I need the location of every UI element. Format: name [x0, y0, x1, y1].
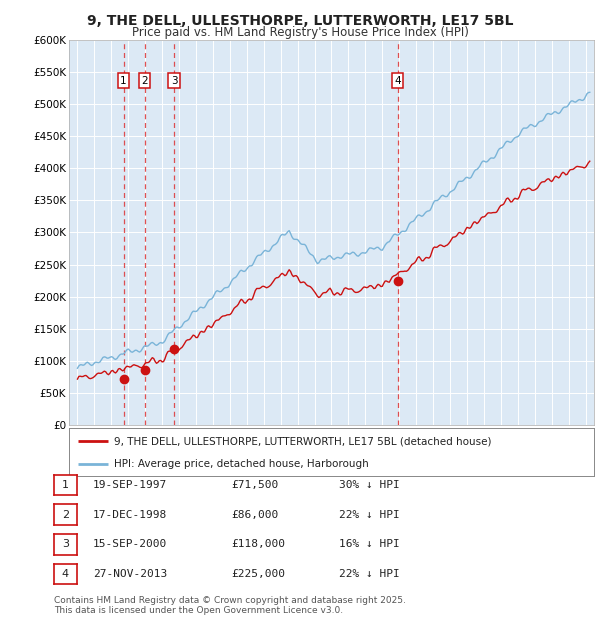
Text: 19-SEP-1997: 19-SEP-1997 — [93, 480, 167, 490]
Text: 30% ↓ HPI: 30% ↓ HPI — [339, 480, 400, 490]
Text: 15-SEP-2000: 15-SEP-2000 — [93, 539, 167, 549]
Text: £225,000: £225,000 — [231, 569, 285, 579]
Text: 16% ↓ HPI: 16% ↓ HPI — [339, 539, 400, 549]
Text: 4: 4 — [394, 76, 401, 86]
Text: 2: 2 — [62, 510, 69, 520]
Text: Contains HM Land Registry data © Crown copyright and database right 2025.: Contains HM Land Registry data © Crown c… — [54, 596, 406, 606]
Text: 27-NOV-2013: 27-NOV-2013 — [93, 569, 167, 579]
Text: 3: 3 — [62, 539, 69, 549]
Text: 1: 1 — [62, 480, 69, 490]
Text: This data is licensed under the Open Government Licence v3.0.: This data is licensed under the Open Gov… — [54, 606, 343, 616]
Text: 1: 1 — [120, 76, 127, 86]
Text: £118,000: £118,000 — [231, 539, 285, 549]
Text: 4: 4 — [62, 569, 69, 579]
Text: £86,000: £86,000 — [231, 510, 278, 520]
Text: 9, THE DELL, ULLESTHORPE, LUTTERWORTH, LE17 5BL (detached house): 9, THE DELL, ULLESTHORPE, LUTTERWORTH, L… — [113, 436, 491, 446]
Text: 9, THE DELL, ULLESTHORPE, LUTTERWORTH, LE17 5BL: 9, THE DELL, ULLESTHORPE, LUTTERWORTH, L… — [87, 14, 513, 28]
Text: 3: 3 — [171, 76, 178, 86]
Text: 2: 2 — [141, 76, 148, 86]
Text: Price paid vs. HM Land Registry's House Price Index (HPI): Price paid vs. HM Land Registry's House … — [131, 26, 469, 39]
Text: HPI: Average price, detached house, Harborough: HPI: Average price, detached house, Harb… — [113, 459, 368, 469]
Text: 22% ↓ HPI: 22% ↓ HPI — [339, 510, 400, 520]
Text: 17-DEC-1998: 17-DEC-1998 — [93, 510, 167, 520]
Text: 22% ↓ HPI: 22% ↓ HPI — [339, 569, 400, 579]
Text: £71,500: £71,500 — [231, 480, 278, 490]
